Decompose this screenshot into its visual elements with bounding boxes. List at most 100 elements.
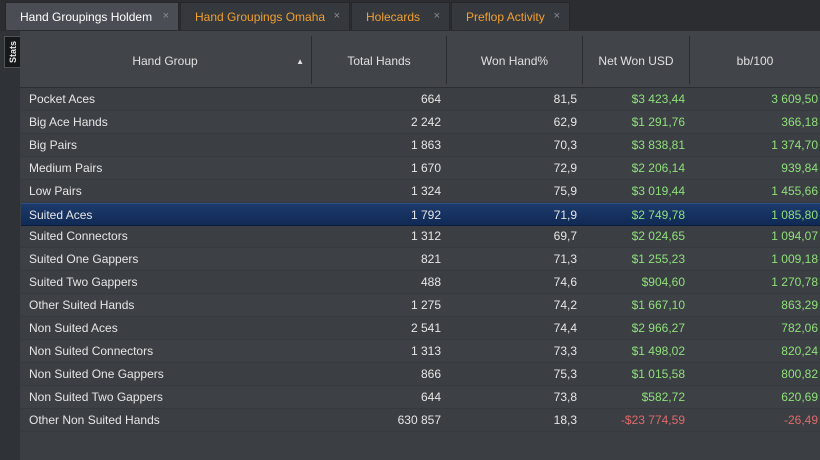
tab-holecards[interactable]: Holecards × — [351, 2, 450, 30]
net-won-usd-cell: $3 423,44 — [631, 92, 685, 106]
column-header-bb100[interactable]: bb/100 — [690, 37, 820, 84]
tab-label: Preflop Activity — [466, 9, 545, 24]
table-row[interactable]: Big Ace Hands 2 242 62,9 $1 291,76 366,18 — [21, 110, 820, 134]
total-hands-cell: 630 857 — [397, 412, 441, 427]
won-hand-pct-cell: 81,5 — [553, 92, 577, 106]
net-won-usd-cell: -$23 774,59 — [620, 412, 685, 427]
total-hands-cell: 1 312 — [410, 229, 441, 244]
table-row[interactable]: Other Non Suited Hands 630 857 18,3 -$23 77… — [21, 409, 820, 432]
bb100-cell: 1 455,66 — [771, 183, 818, 198]
net-won-usd-cell: $904,60 — [641, 275, 685, 290]
table-row[interactable]: Suited Two Gappers 488 74,6 $904,60 1 270,78 — [21, 271, 820, 295]
bb100-cell: 1 374,70 — [771, 137, 818, 152]
bb100-cell: 366,18 — [781, 114, 818, 129]
column-divider[interactable] — [689, 36, 690, 84]
hand-group-cell: Suited Connectors — [29, 229, 128, 244]
net-won-usd-cell: $2 024,65 — [631, 229, 685, 244]
total-hands-cell: 1 792 — [410, 207, 441, 222]
bb100-cell: 800,82 — [781, 366, 818, 381]
net-won-usd-cell: $1 015,58 — [631, 366, 685, 381]
column-divider[interactable] — [582, 36, 583, 84]
won-hand-pct-cell: 72,9 — [553, 160, 577, 175]
bb100-cell: 939,84 — [781, 160, 818, 175]
tab-hand-groupings-omaha[interactable]: Hand Groupings Omaha × — [180, 2, 350, 30]
net-won-usd-cell: $1 667,10 — [631, 298, 685, 313]
bb100-cell: 1 270,78 — [771, 275, 818, 290]
close-icon[interactable]: × — [333, 10, 340, 22]
won-hand-pct-cell: 75,9 — [553, 183, 577, 198]
hand-group-cell: Suited One Gappers — [29, 252, 139, 267]
hand-group-cell: Pocket Aces — [29, 92, 96, 106]
net-won-usd-cell: $2 206,14 — [631, 160, 685, 175]
hand-group-cell: Non Suited One Gappers — [29, 366, 164, 381]
close-icon[interactable]: × — [162, 10, 169, 22]
hand-group-cell: Other Suited Hands — [29, 298, 135, 313]
tab-preflop-activity[interactable]: Preflop Activity × — [451, 2, 570, 30]
hand-group-cell: Non Suited Connectors — [29, 343, 154, 358]
table-row[interactable]: Pocket Aces 664 81,5 $3 423,44 3 609,50 — [21, 88, 820, 111]
close-icon[interactable]: × — [433, 10, 440, 22]
side-panel — [0, 31, 21, 460]
won-hand-pct-cell: 70,3 — [553, 137, 577, 152]
close-icon[interactable]: × — [553, 10, 560, 22]
table-row[interactable]: Medium Pairs 1 670 72,9 $2 206,14 939,84 — [21, 156, 820, 180]
bb100-cell: 782,06 — [781, 321, 818, 335]
table-row[interactable]: Non Suited Connectors 1 313 73,3 $1 498,02 8… — [21, 339, 820, 363]
hand-group-cell: Non Suited Aces — [29, 321, 118, 335]
column-header-label: Hand Group — [132, 53, 198, 68]
total-hands-cell: 1 275 — [410, 298, 441, 313]
table-row[interactable]: Non Suited Aces 2 541 74,4 $2 966,27 782,06 — [21, 317, 820, 340]
bb100-cell: 620,69 — [781, 389, 818, 404]
total-hands-cell: 1 670 — [410, 160, 441, 175]
net-won-usd-cell: $3 019,44 — [631, 183, 685, 198]
bb100-cell: 1 094,07 — [771, 229, 818, 244]
won-hand-pct-cell: 71,3 — [553, 252, 577, 267]
net-won-usd-cell: $1 255,23 — [631, 252, 685, 267]
net-won-usd-cell: $1 291,76 — [631, 114, 685, 129]
table-row[interactable]: Non Suited One Gappers 866 75,3 $1 015,58 80… — [21, 363, 820, 386]
total-hands-cell: 2 541 — [410, 321, 441, 335]
hand-group-cell: Suited Aces — [29, 207, 93, 222]
table-row[interactable]: Big Pairs 1 863 70,3 $3 838,81 1 374,70 — [21, 134, 820, 157]
hand-group-cell: Big Ace Hands — [29, 114, 108, 129]
column-divider[interactable] — [446, 36, 447, 84]
column-header-total-hands[interactable]: Total Hands — [312, 37, 446, 84]
won-hand-pct-cell: 18,3 — [553, 412, 577, 427]
bb100-cell: 820,24 — [781, 343, 818, 358]
table-row[interactable]: Suited One Gappers 821 71,3 $1 255,23 1 009,… — [21, 248, 820, 272]
column-header-label: bb/100 — [736, 53, 774, 68]
total-hands-cell: 821 — [420, 252, 441, 267]
column-header-net-won-usd[interactable]: Net Won USD — [583, 37, 689, 84]
net-won-usd-cell: $1 498,02 — [631, 343, 685, 358]
column-header-hand-group[interactable]: Hand Group ▲ — [20, 37, 310, 84]
table-row[interactable]: Suited Connectors 1 312 69,7 $2 024,65 1 094… — [21, 225, 820, 249]
total-hands-cell: 866 — [420, 366, 441, 381]
table-row[interactable]: Other Suited Hands 1 275 74,2 $1 667,10 863,… — [21, 294, 820, 318]
column-header-label: Total Hands — [347, 53, 411, 68]
net-won-usd-cell: $3 838,81 — [631, 137, 685, 152]
column-header-label: Won Hand% — [480, 53, 549, 68]
table-row[interactable]: Suited Aces 1 792 71,9 $2 749,78 1 085,80 — [21, 202, 820, 226]
hand-group-cell: Big Pairs — [29, 137, 78, 152]
column-header-won-hand-pct[interactable]: Won Hand% — [447, 37, 582, 84]
stats-side-tab[interactable]: Stats — [4, 36, 21, 68]
tab-label: Holecards — [366, 9, 421, 24]
bb100-cell: 3 609,50 — [771, 92, 818, 106]
total-hands-cell: 2 242 — [410, 114, 441, 129]
table-row[interactable]: Low Pairs 1 324 75,9 $3 019,44 1 455,66 — [21, 180, 820, 203]
total-hands-cell: 664 — [420, 92, 441, 106]
hand-group-grid: Hand Group ▲ Total Hands Won Hand% Net W… — [20, 31, 820, 460]
hand-group-cell: Medium Pairs — [29, 160, 103, 175]
stats-side-tab-label: Stats — [7, 40, 18, 64]
column-divider[interactable] — [311, 36, 312, 84]
won-hand-pct-cell: 71,9 — [553, 207, 577, 222]
net-won-usd-cell: $2 749,78 — [631, 207, 685, 222]
bb100-cell: 1 085,80 — [771, 207, 818, 222]
grid-header: Hand Group ▲ Total Hands Won Hand% Net W… — [20, 31, 820, 88]
bb100-cell: -26,49 — [783, 412, 818, 427]
hand-group-cell: Suited Two Gappers — [29, 275, 138, 290]
table-row[interactable]: Non Suited Two Gappers 644 73,8 $582,72 620,… — [21, 385, 820, 409]
tab-hand-groupings-holdem[interactable]: Hand Groupings Holdem × — [5, 2, 179, 30]
total-hands-cell: 1 863 — [410, 137, 441, 152]
won-hand-pct-cell: 69,7 — [553, 229, 577, 244]
